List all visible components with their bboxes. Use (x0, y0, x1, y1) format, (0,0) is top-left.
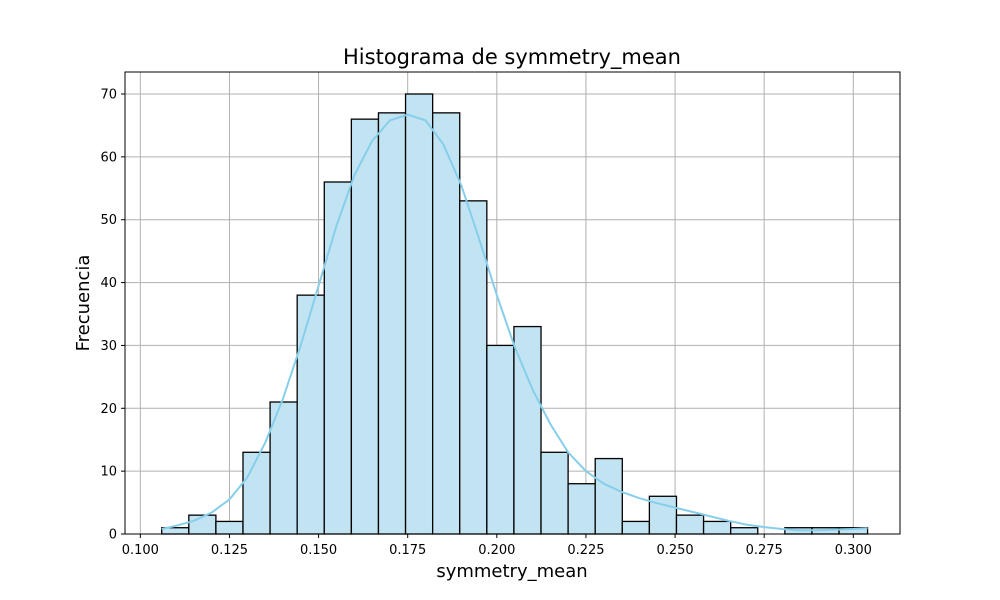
chart-title: Histograma de symmetry_mean (343, 45, 681, 70)
histogram-bar (431, 112, 461, 535)
histogram-bar (621, 520, 651, 535)
histogram-bar (377, 112, 407, 535)
x-axis-ticks: 0.100 0.125 0.150 0.175 0.200 0.225 0.250 0.275… (122, 534, 872, 558)
histogram-bar (540, 451, 569, 535)
kde-curve (161, 113, 868, 532)
x-tick-label: 0.175 (389, 543, 426, 558)
histogram-bar (567, 483, 596, 535)
y-tick-label: 30 (100, 339, 117, 354)
histogram-bar (350, 118, 380, 535)
y-tick-label: 50 (100, 213, 117, 228)
x-tick-label: 0.200 (478, 543, 515, 558)
histogram-bar (323, 181, 353, 535)
histogram-bar (296, 294, 325, 535)
x-tick-label: 0.250 (656, 543, 693, 558)
x-tick-label: 0.275 (746, 543, 783, 558)
y-axis-ticks: 0 10 20 30 40 50 60 70 (100, 88, 125, 543)
y-tick-label: 60 (100, 150, 117, 165)
x-tick-label: 0.300 (835, 543, 872, 558)
x-tick-label: 0.150 (300, 543, 337, 558)
histogram-bar (702, 520, 732, 535)
y-tick-label: 0 (109, 528, 117, 543)
histogram-bar (513, 325, 542, 535)
y-tick-label: 10 (100, 465, 117, 480)
histogram-bar (459, 200, 488, 535)
x-tick-label: 0.100 (122, 543, 159, 558)
histogram-bar (486, 344, 515, 535)
histogram-bar (188, 514, 217, 535)
y-axis-label: Frecuencia (73, 255, 94, 352)
bars-layer (161, 93, 869, 535)
y-tick-label: 70 (100, 88, 117, 103)
x-tick-label: 0.125 (211, 543, 248, 558)
histogram-bar (730, 527, 759, 535)
x-tick-label: 0.225 (567, 543, 604, 558)
y-tick-label: 20 (100, 402, 117, 417)
y-tick-label: 40 (100, 276, 117, 291)
histogram-bar (675, 514, 705, 535)
histogram-bar (242, 451, 271, 535)
x-axis-label: symmetry_mean (436, 561, 587, 582)
histogram-bar (404, 93, 434, 535)
histogram-bar (215, 520, 244, 535)
plot-frame (124, 71, 901, 535)
histogram-bar (594, 457, 623, 535)
kde-layer (161, 113, 868, 532)
